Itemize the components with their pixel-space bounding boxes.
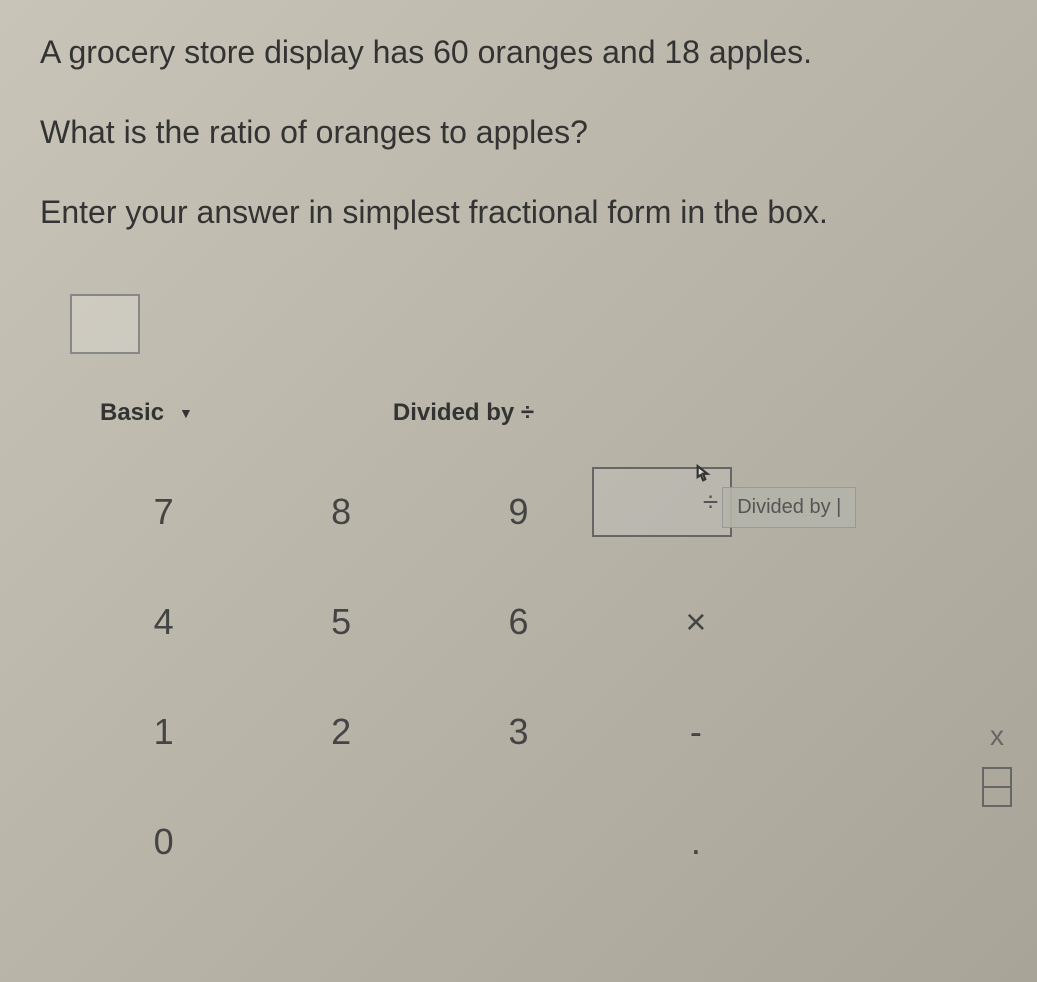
key-divide-cell: ÷ Divided by | (612, 462, 779, 562)
key-dot[interactable]: . (612, 792, 779, 892)
question-line-3: Enter your answer in simplest fractional… (40, 190, 997, 235)
divide-tooltip: Divided by | (722, 487, 856, 528)
key-8[interactable]: 8 (257, 462, 424, 562)
keypad-header: Basic ▼ Divided by ÷ (40, 394, 997, 442)
operation-label: Divided by ÷ (393, 399, 534, 427)
key-2[interactable]: 2 (257, 682, 424, 782)
dropdown-label-text: Basic (100, 399, 164, 427)
key-3[interactable]: 3 (435, 682, 602, 782)
key-divide[interactable]: ÷ (592, 467, 732, 537)
question-line-2: What is the ratio of oranges to apples? (40, 110, 997, 155)
key-4[interactable]: 4 (80, 572, 247, 672)
question-line-1: A grocery store display has 60 oranges a… (40, 30, 997, 75)
key-1[interactable]: 1 (80, 682, 247, 782)
key-9[interactable]: 9 (435, 462, 602, 562)
answer-input[interactable] (70, 294, 140, 354)
keypad-mode-dropdown[interactable]: Basic ▼ (100, 399, 193, 427)
key-minus[interactable]: - (612, 682, 779, 782)
chevron-down-icon: ▼ (179, 405, 193, 421)
side-symbols: x (982, 720, 1012, 807)
key-multiply[interactable]: × (612, 572, 779, 672)
key-5[interactable]: 5 (257, 572, 424, 672)
fraction-template-icon[interactable] (982, 767, 1012, 807)
variable-x[interactable]: x (990, 720, 1004, 752)
key-6[interactable]: 6 (435, 572, 602, 672)
keypad: 7 8 9 ÷ Divided by | 4 5 6 × 1 2 3 - 0 . (40, 442, 997, 912)
cursor-icon (689, 464, 715, 497)
key-7[interactable]: 7 (80, 462, 247, 562)
key-0[interactable]: 0 (80, 792, 247, 892)
